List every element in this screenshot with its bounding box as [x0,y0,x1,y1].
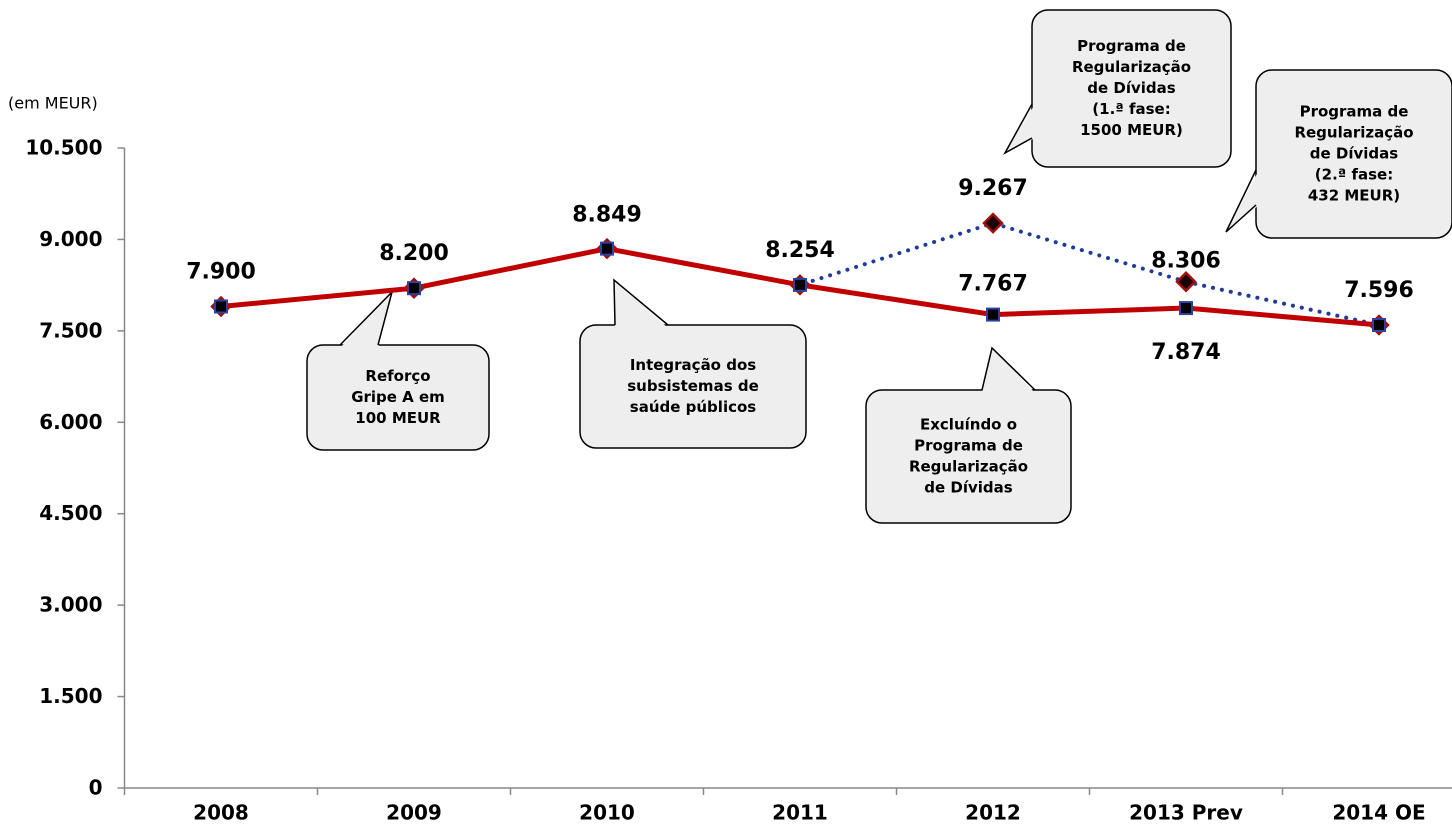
square-marker [1179,301,1193,316]
callout-text: (2.ª fase: [1315,166,1393,184]
y-tick-label: 10.500 [25,136,102,160]
square-marker [214,299,228,314]
callout-text: Regularização [1294,124,1413,142]
callout-box [865,389,1072,524]
callout-text: saúde públicos [630,398,756,416]
callout-text: Integração dos [630,356,756,374]
x-tick-label: 2013 Prev [1129,801,1243,825]
callout-tail [982,348,1035,393]
callout-text: (1.ª fase: [1092,100,1170,118]
callout-text: Reforço [365,367,430,385]
callout-text: subsistemas de [627,377,759,395]
callout-tail-edge [613,278,669,326]
callout-tail-edge [1225,169,1257,233]
callout-text: de Dívidas [1310,145,1399,163]
callout-text: 432 MEUR) [1308,187,1400,205]
callout-text: 1500 MEUR) [1080,121,1183,139]
value-label: 7.874 [1151,340,1221,365]
callout-text: Excluíndo o [920,416,1017,434]
callout-text: Programa de [1077,37,1186,55]
diamond-marker [1175,270,1197,293]
value-label: 8.306 [1151,249,1221,274]
callout-text: Programa de [914,437,1023,455]
value-label: 7.900 [186,259,256,284]
y-tick-label: 1.500 [39,684,102,708]
value-label: 7.767 [958,272,1028,297]
diamond-marker [982,212,1004,234]
callout-tail-edge [1003,103,1033,155]
square-marker [407,281,421,296]
callout-box [1031,9,1232,168]
callout-box [579,324,807,449]
callout-tail-edge [981,346,1036,391]
value-label: 7.596 [1344,278,1414,303]
square-marker [1372,318,1386,333]
unit-label: (em MEUR) [8,94,98,113]
callout-text: Gripe A em [351,388,445,406]
callout-text: Regularização [1072,58,1191,76]
callout-text: de Dívidas [924,479,1013,497]
y-tick-label: 9.000 [39,227,102,251]
y-tick-label: 3.000 [39,593,102,617]
y-tick-label: 6.000 [39,410,102,434]
x-tick-label: 2011 [772,801,828,825]
x-tick-label: 2014 OE [1332,801,1425,825]
x-tick-label: 2012 [965,801,1021,825]
x-tick-label: 2010 [579,801,635,825]
value-label: 8.200 [379,241,449,266]
square-marker [986,307,1000,322]
y-tick-label: 4.500 [39,501,102,525]
square-marker [793,277,807,292]
callout-text: de Dívidas [1087,79,1176,97]
value-label: 9.267 [958,176,1028,201]
x-tick-label: 2009 [386,801,442,825]
callout-text: Programa de [1300,103,1409,121]
value-label: 8.254 [765,238,835,263]
value-label: 8.849 [572,203,642,228]
callout-box [1255,69,1452,239]
x-tick-label: 2008 [193,801,249,825]
y-tick-label: 7.500 [39,318,102,342]
callout-box [306,344,490,451]
callout-text: 100 MEUR [355,409,441,427]
y-tick-label: 0 [89,776,103,800]
square-marker [600,241,614,256]
callout-text: Regularização [909,458,1028,476]
